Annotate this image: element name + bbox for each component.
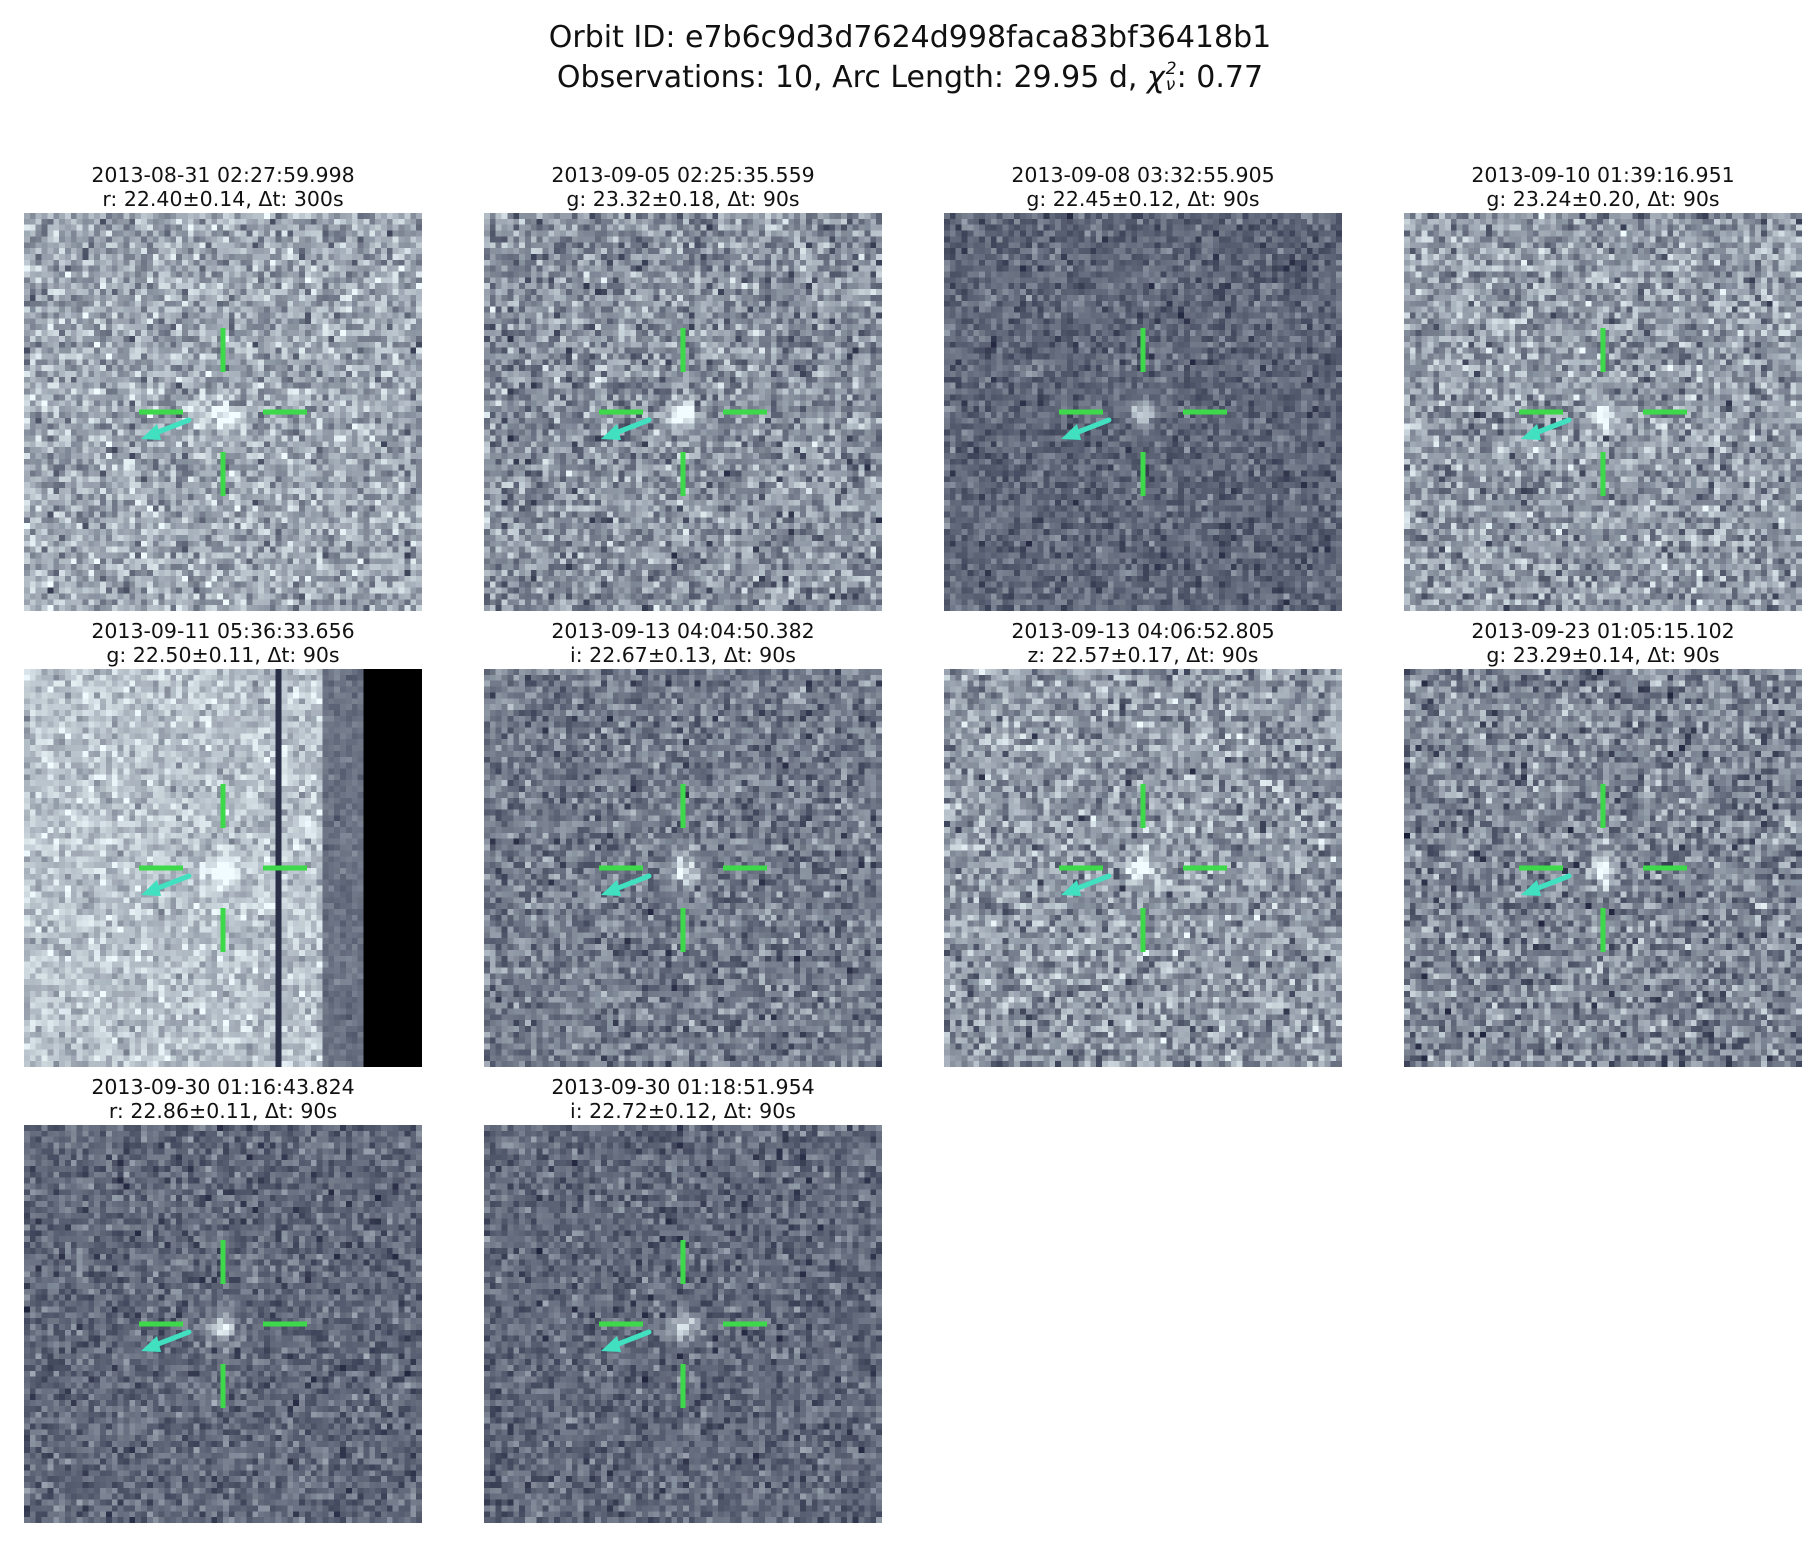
cutout-image — [24, 1125, 422, 1523]
cutout-panel: 2013-09-13 04:06:52.805 z: 22.57±0.17, Δ… — [944, 619, 1342, 1067]
cutout-panel: 2013-09-13 04:04:50.382 i: 22.67±0.13, Δ… — [484, 619, 882, 1067]
cutout-panel: 2013-09-10 01:39:16.951 g: 23.24±0.20, Δ… — [1404, 163, 1802, 611]
panel-photometry: z: 22.57±0.17, Δt: 90s — [1027, 643, 1259, 667]
panel-title: 2013-09-11 05:36:33.656 g: 22.50±0.11, Δ… — [24, 619, 422, 669]
panel-timestamp: 2013-09-30 01:18:51.954 — [551, 1075, 815, 1099]
panel-timestamp: 2013-09-10 01:39:16.951 — [1471, 163, 1735, 187]
panel-title: 2013-08-31 02:27:59.998 r: 22.40±0.14, Δ… — [24, 163, 422, 213]
panel-photometry: g: 23.29±0.14, Δt: 90s — [1486, 643, 1720, 667]
chi-symbol: χ — [1147, 60, 1165, 95]
cutout-panel: 2013-09-23 01:05:15.102 g: 23.29±0.14, Δ… — [1404, 619, 1802, 1067]
cutout-panel: 2013-09-05 02:25:35.559 g: 23.32±0.18, Δ… — [484, 163, 882, 611]
panel-photometry: r: 22.40±0.14, Δt: 300s — [102, 187, 344, 211]
cutout-image — [944, 213, 1342, 611]
figure-header: Orbit ID: e7b6c9d3d7624d998faca83bf36418… — [0, 18, 1820, 98]
panel-timestamp: 2013-09-11 05:36:33.656 — [91, 619, 355, 643]
panel-photometry: g: 22.45±0.12, Δt: 90s — [1026, 187, 1260, 211]
cutout-image — [1404, 213, 1802, 611]
cutout-image — [484, 669, 882, 1067]
chi-superscript: 2 — [1165, 58, 1177, 79]
panel-timestamp: 2013-08-31 02:27:59.998 — [91, 163, 355, 187]
panel-timestamp: 2013-09-23 01:05:15.102 — [1471, 619, 1735, 643]
panel-title: 2013-09-05 02:25:35.559 g: 23.32±0.18, Δ… — [484, 163, 882, 213]
panel-photometry: r: 22.86±0.11, Δt: 90s — [108, 1099, 338, 1123]
panel-photometry: g: 23.32±0.18, Δt: 90s — [566, 187, 800, 211]
orbit-id-title: Orbit ID: e7b6c9d3d7624d998faca83bf36418… — [548, 20, 1272, 55]
panel-title: 2013-09-30 01:18:51.954 i: 22.72±0.12, Δ… — [484, 1075, 882, 1125]
cutout-image — [484, 213, 882, 611]
cutout-panel: 2013-09-11 05:36:33.656 g: 22.50±0.11, Δ… — [24, 619, 422, 1067]
cutout-image — [484, 1125, 882, 1523]
panel-timestamp: 2013-09-08 03:32:55.905 — [1011, 163, 1275, 187]
panel-title: 2013-09-08 03:32:55.905 g: 22.45±0.12, Δ… — [944, 163, 1342, 213]
reduced-chi-squared-value: : 0.77 — [1176, 60, 1264, 95]
panel-photometry: i: 22.67±0.13, Δt: 90s — [570, 643, 796, 667]
panel-title: 2013-09-13 04:04:50.382 i: 22.67±0.13, Δ… — [484, 619, 882, 669]
panel-photometry: g: 22.50±0.11, Δt: 90s — [106, 643, 340, 667]
observation-summary: Observations: 10, Arc Length: 29.95 d, χ… — [0, 58, 1820, 98]
panel-timestamp: 2013-09-13 04:04:50.382 — [551, 619, 815, 643]
panel-title: 2013-09-13 04:06:52.805 z: 22.57±0.17, Δ… — [944, 619, 1342, 669]
cutout-image — [24, 669, 422, 1067]
cutout-panel: 2013-09-30 01:16:43.824 r: 22.86±0.11, Δ… — [24, 1075, 422, 1523]
panel-title: 2013-09-30 01:16:43.824 r: 22.86±0.11, Δ… — [24, 1075, 422, 1125]
cutout-image — [1404, 669, 1802, 1067]
panel-timestamp: 2013-09-13 04:06:52.805 — [1011, 619, 1275, 643]
cutout-panel: 2013-08-31 02:27:59.998 r: 22.40±0.14, Δ… — [24, 163, 422, 611]
chi-subscript: ν — [1165, 74, 1176, 95]
cutout-image — [24, 213, 422, 611]
panel-title: 2013-09-10 01:39:16.951 g: 23.24±0.20, Δ… — [1404, 163, 1802, 213]
panel-title: 2013-09-23 01:05:15.102 g: 23.29±0.14, Δ… — [1404, 619, 1802, 669]
panel-timestamp: 2013-09-30 01:16:43.824 — [91, 1075, 355, 1099]
cutout-panel: 2013-09-08 03:32:55.905 g: 22.45±0.12, Δ… — [944, 163, 1342, 611]
panel-photometry: g: 23.24±0.20, Δt: 90s — [1486, 187, 1720, 211]
cutout-panel: 2013-09-30 01:18:51.954 i: 22.72±0.12, Δ… — [484, 1075, 882, 1523]
observation-summary-text: Observations: 10, Arc Length: 29.95 d, — [556, 60, 1148, 95]
cutout-image — [944, 669, 1342, 1067]
panel-timestamp: 2013-09-05 02:25:35.559 — [551, 163, 815, 187]
panel-photometry: i: 22.72±0.12, Δt: 90s — [570, 1099, 796, 1123]
